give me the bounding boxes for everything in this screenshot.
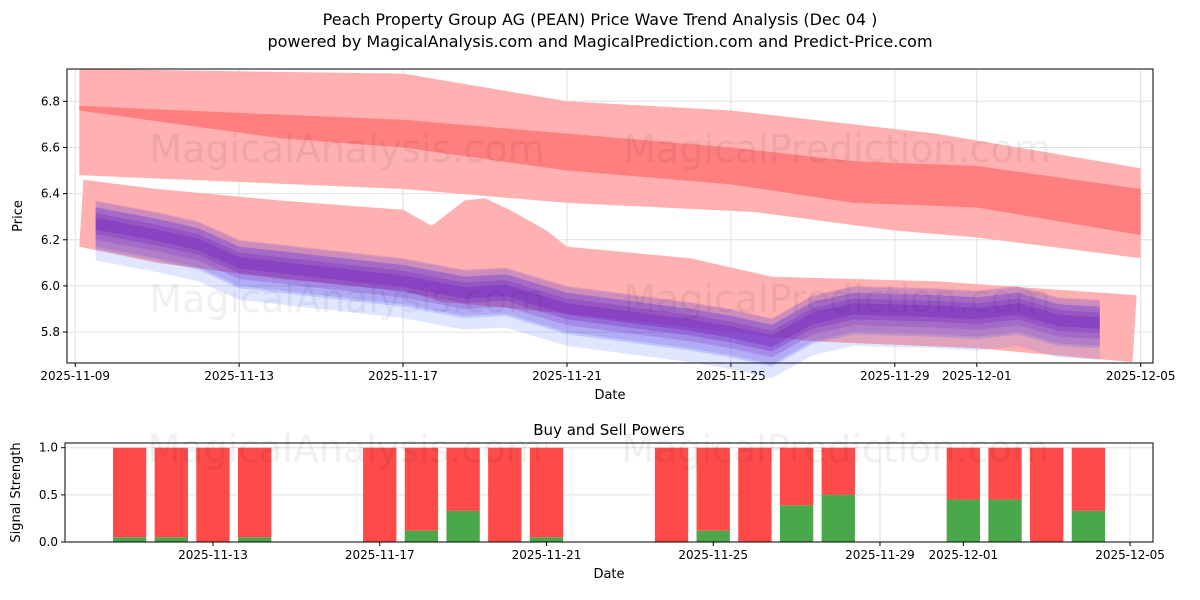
- sell-bar: [196, 447, 230, 542]
- x-tick-label: 2025-11-21: [512, 548, 582, 562]
- x-tick-label: 2025-12-01: [942, 369, 1012, 383]
- sell-bar: [696, 447, 730, 531]
- sell-bar: [154, 447, 188, 538]
- y-tick-label: 6.8: [41, 94, 60, 108]
- wave-layer: [95, 217, 1100, 348]
- wave-layer: [95, 213, 1100, 352]
- watermark: MagicalAnalysis.com: [149, 127, 544, 171]
- buy-bar: [404, 530, 439, 542]
- x-axis-label: Date: [594, 388, 625, 403]
- sell-bar: [488, 447, 522, 542]
- watermark: MagicalAnalysis.com: [149, 277, 544, 321]
- x-tick-label: 2025-11-25: [678, 548, 748, 562]
- wave-layer: [95, 200, 1100, 365]
- sell-bar: [738, 447, 772, 542]
- buy-bar: [821, 494, 855, 542]
- x-tick-label: 2025-12-01: [928, 548, 998, 562]
- x-tick-label: 2025-11-29: [845, 548, 915, 562]
- upper-band-inner: [79, 105, 1141, 236]
- sell-bar: [404, 447, 439, 531]
- buy-bar: [446, 510, 480, 542]
- wave-layer: [95, 201, 1100, 379]
- sell-bar: [363, 447, 397, 542]
- y-tick-label: 6.2: [41, 233, 60, 247]
- x-tick-label: 2025-12-05: [1095, 548, 1165, 562]
- y-tick-label: 0.0: [39, 535, 58, 549]
- x-tick-label: 2025-11-25: [696, 369, 766, 383]
- wave-layer: [95, 207, 1100, 367]
- x-tick-label: 2025-11-21: [532, 369, 602, 383]
- sell-bar: [654, 447, 689, 542]
- x-axis-label: Date: [593, 567, 624, 582]
- buy-bar: [988, 499, 1022, 542]
- wave-layer: [95, 207, 1100, 358]
- subplot-title: Buy and Sell Powers: [533, 421, 685, 439]
- watermark: MagicalPrediction.com: [623, 277, 1051, 321]
- sell-bar: [112, 447, 147, 538]
- watermark: MagicalPrediction.com: [623, 127, 1051, 171]
- y-axis-label: Signal Strength: [9, 442, 24, 542]
- y-tick-label: 1.0: [39, 441, 58, 455]
- x-tick-label: 2025-11-13: [178, 548, 248, 562]
- x-tick-label: 2025-11-09: [40, 369, 110, 383]
- buy-bar: [779, 505, 814, 542]
- watermark: MagicalAnalysis.com: [147, 427, 542, 471]
- plot-frame: [66, 68, 1154, 364]
- sell-bar: [446, 447, 480, 511]
- buy-bar: [529, 537, 564, 542]
- chart-title: Peach Property Group AG (PEAN) Price Wav…: [322, 10, 878, 29]
- buy-bar: [946, 499, 981, 542]
- x-tick-label: 2025-11-17: [345, 548, 415, 562]
- sell-bar: [529, 447, 564, 538]
- y-tick-label: 0.5: [39, 488, 58, 502]
- sell-bar: [988, 447, 1022, 500]
- x-tick-label: 2025-11-29: [860, 369, 930, 383]
- chart-subtitle: powered by MagicalAnalysis.com and Magic…: [267, 32, 933, 51]
- buy-bar: [1071, 510, 1106, 542]
- y-tick-label: 6.0: [41, 279, 60, 293]
- sell-bar: [821, 447, 855, 495]
- buy-bar: [112, 537, 147, 542]
- sell-bar: [1071, 447, 1106, 511]
- sell-bar: [1030, 447, 1064, 542]
- y-tick-label: 5.8: [41, 325, 60, 339]
- lower-band-outer: [79, 179, 1137, 363]
- x-tick-label: 2025-11-17: [368, 369, 438, 383]
- y-tick-label: 6.4: [41, 187, 60, 201]
- x-tick-label: 2025-12-05: [1106, 369, 1176, 383]
- plot-frame: [64, 442, 1154, 543]
- sell-bar: [946, 447, 981, 500]
- buy-bar: [154, 537, 188, 542]
- watermark: MagicalPrediction.com: [621, 427, 1049, 471]
- buy-bar: [237, 537, 272, 542]
- y-tick-label: 6.6: [41, 140, 60, 154]
- x-tick-label: 2025-11-13: [204, 369, 274, 383]
- buy-bar: [696, 530, 730, 542]
- y-axis-label: Price: [11, 200, 26, 232]
- sell-bar: [237, 447, 272, 538]
- sell-bar: [779, 447, 814, 506]
